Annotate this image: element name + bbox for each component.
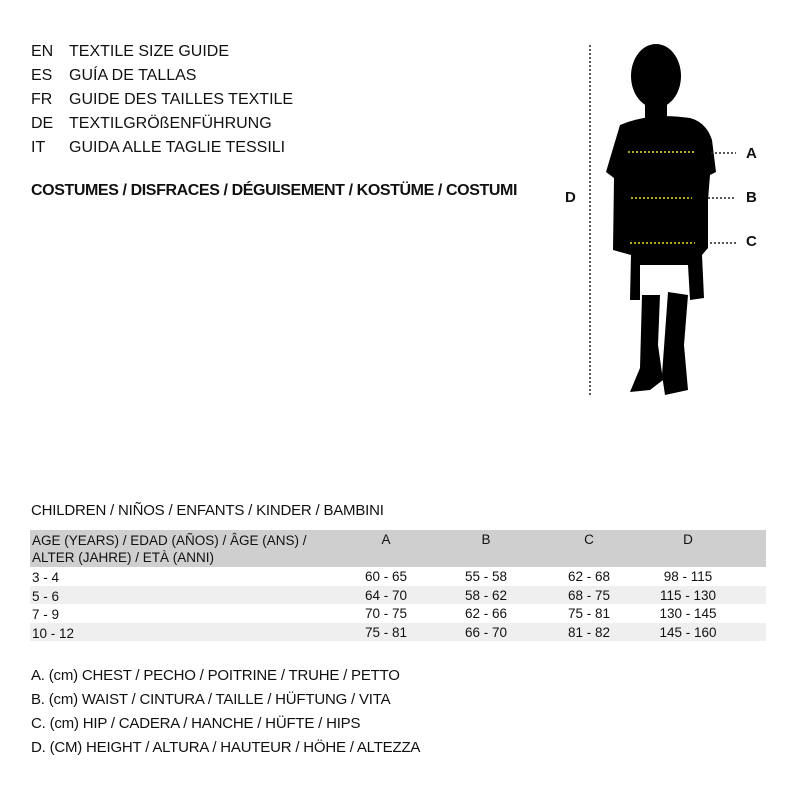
- legend-item: C. (cm) HIP / CADERA / HANCHE / HÜFTE / …: [31, 715, 361, 732]
- value-cell: 68 - 75: [567, 587, 611, 603]
- age-cell: 7 - 9: [32, 607, 60, 622]
- value-cell: 145 - 160: [659, 624, 717, 640]
- age-cell: 3 - 4: [32, 570, 60, 585]
- table-row: 10 - 12 75 - 81 66 - 70 81 - 82 145 - 160: [30, 622, 766, 641]
- value-cell: 55 - 58: [464, 569, 508, 584]
- age-header: AGE (YEARS) / EDAD (AÑOS) / ÂGE (ANS) / A…: [32, 532, 307, 566]
- value-cell: 130 - 145: [659, 606, 717, 621]
- value-cell: 62 - 66: [464, 606, 508, 621]
- size-table: AGE (YEARS) / EDAD (AÑOS) / ÂGE (ANS) / A…: [30, 530, 766, 641]
- guide-title: TEXTILE SIZE GUIDE: [69, 43, 230, 60]
- value-cell: 98 - 115: [663, 569, 713, 584]
- label-c: C: [746, 233, 757, 250]
- legend-item: A. (cm) CHEST / PECHO / POITRINE / TRUHE…: [31, 667, 400, 684]
- child-silhouette-diagram: [589, 44, 736, 395]
- lang-code: EN: [31, 43, 54, 60]
- child-silhouette-icon: [606, 44, 716, 395]
- measure-lines: [628, 151, 736, 244]
- table-row: 7 - 9 70 - 75 62 - 66 75 - 81 130 - 145: [30, 604, 766, 623]
- lang-code: IT: [31, 139, 46, 156]
- value-cell: 66 - 70: [464, 624, 508, 640]
- value-cell: 75 - 81: [364, 624, 408, 640]
- group-heading: CHILDREN / NIÑOS / ENFANTS / KINDER / BA…: [31, 502, 384, 519]
- guide-title: TEXTILGRÖßENFÜHRUNG: [69, 115, 272, 132]
- legend-item: B. (cm) WAIST / CINTURA / TAILLE / HÜFTU…: [31, 691, 391, 708]
- value-cell: 75 - 81: [567, 606, 611, 621]
- label-a: A: [746, 145, 757, 162]
- value-cell: 64 - 70: [364, 587, 408, 603]
- value-cell: 62 - 68: [567, 569, 611, 584]
- guide-title: GUÍA DE TALLAS: [69, 67, 197, 84]
- col-header-b: B: [481, 532, 491, 547]
- age-cell: 5 - 6: [32, 588, 60, 604]
- guide-title: GUIDE DES TAILLES TEXTILE: [69, 91, 294, 108]
- lang-code: DE: [31, 115, 54, 132]
- value-cell: 81 - 82: [567, 624, 611, 640]
- label-d: D: [565, 189, 576, 206]
- lang-code: ES: [31, 67, 53, 84]
- value-cell: 58 - 62: [464, 587, 508, 603]
- lang-code: FR: [31, 91, 53, 108]
- age-header-line: ALTER (JAHRE) / ETÀ (ANNI): [32, 550, 215, 565]
- legend-item: D. (CM) HEIGHT / ALTURA / HAUTEUR / HÖHE…: [31, 739, 421, 756]
- table-row: 5 - 6 64 - 70 58 - 62 68 - 75 115 - 130: [30, 585, 766, 604]
- col-header-c: C: [584, 532, 594, 547]
- table-header: AGE (YEARS) / EDAD (AÑOS) / ÂGE (ANS) / A…: [30, 530, 766, 567]
- col-header-a: A: [381, 532, 391, 547]
- guide-title: GUIDA ALLE TAGLIE TESSILI: [69, 139, 286, 156]
- value-cell: 115 - 130: [659, 587, 717, 603]
- value-cell: 60 - 65: [364, 569, 408, 584]
- age-header-line: AGE (YEARS) / EDAD (AÑOS) / ÂGE (ANS) /: [32, 533, 307, 548]
- value-cell: 70 - 75: [364, 606, 408, 621]
- category-heading: COSTUMES / DISFRACES / DÉGUISEMENT / KOS…: [31, 182, 517, 199]
- table-row: 3 - 4 60 - 65 55 - 58 62 - 68 98 - 115: [30, 567, 766, 586]
- age-cell: 10 - 12: [32, 625, 75, 641]
- label-b: B: [746, 189, 757, 206]
- col-header-d: D: [683, 532, 693, 547]
